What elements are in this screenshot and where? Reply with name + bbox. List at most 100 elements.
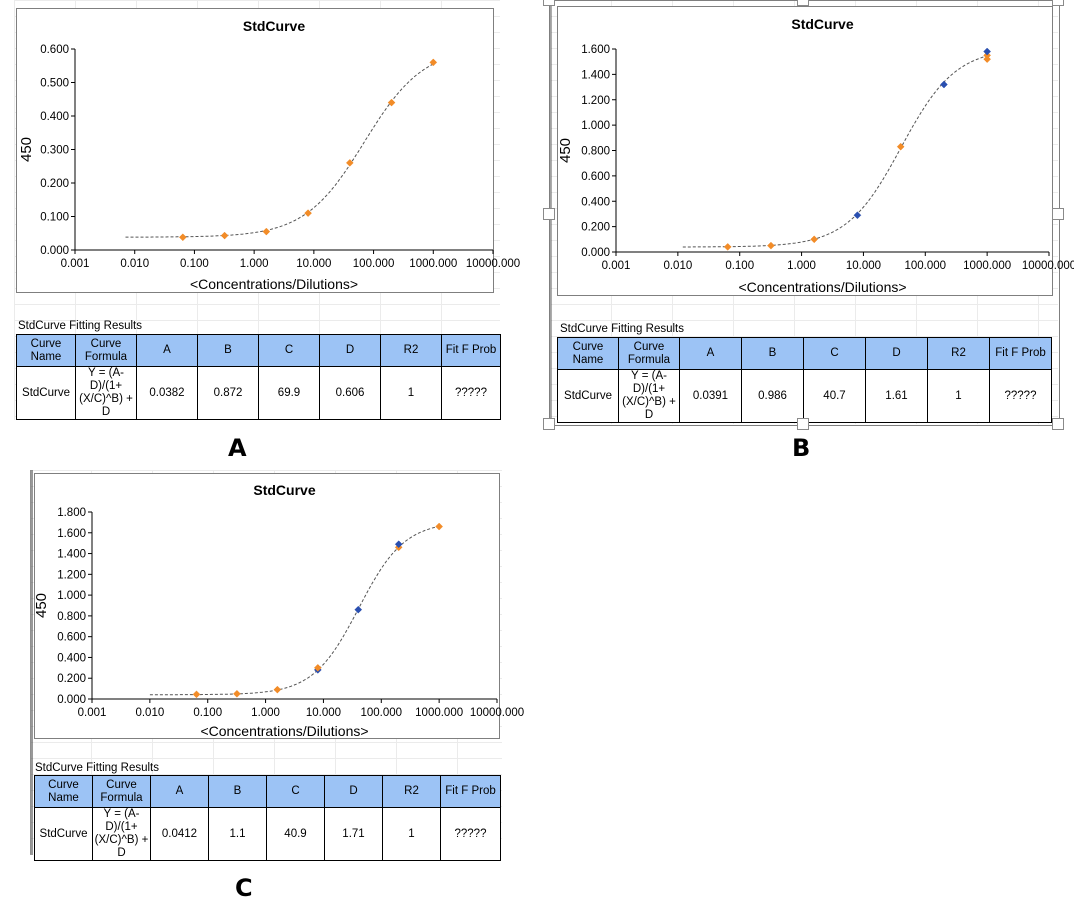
- resize-handle-bottom-right[interactable]: [1052, 418, 1064, 430]
- header-cell[interactable]: Fit F Prob: [989, 337, 1052, 370]
- value-cell[interactable]: Y = (A-D)/(1+(X/C)^B) + D: [75, 366, 137, 420]
- y-tick-label: 1.400: [581, 69, 610, 81]
- y-tick-label: 0.800: [57, 611, 86, 623]
- chart-area[interactable]: StdCurve 0.000 0.200 0.400 0.600 0.800 1.000 1.…: [557, 6, 1074, 296]
- x-tick-label: 10.000: [296, 258, 331, 270]
- data-point: [273, 685, 282, 694]
- header-cell[interactable]: B: [741, 337, 804, 370]
- header-cell[interactable]: B: [197, 334, 259, 367]
- header-cell[interactable]: C: [266, 775, 325, 808]
- y-tick-label: 0.400: [57, 652, 86, 664]
- panel-b: StdCurve 0.000 0.200 0.400 0.600 0.800 1.000 1.…: [540, 0, 1074, 462]
- y-tick-label: 1.600: [581, 44, 610, 56]
- data-point: [940, 80, 948, 89]
- chart-area[interactable]: StdCurve 0.000 0.200 0.400 0.600 0.800 1.000 1.…: [33, 473, 524, 739]
- value-cell[interactable]: StdCurve: [557, 369, 619, 423]
- results-table: Curve Name Curve Formula A B C D R2 Fit F Prob …: [34, 775, 501, 861]
- value-cell[interactable]: 0.0382: [136, 366, 198, 420]
- value-cell[interactable]: 1: [380, 366, 442, 420]
- resize-handle-top-right[interactable]: [1052, 0, 1064, 6]
- y-tick-label: 0.000: [40, 245, 69, 257]
- panel-letter: B: [792, 434, 811, 462]
- header-cell[interactable]: Curve Name: [16, 334, 76, 367]
- header-cell[interactable]: Fit F Prob: [441, 334, 501, 367]
- value-cell[interactable]: 0.0412: [150, 807, 209, 861]
- value-cell[interactable]: 1.61: [865, 369, 928, 423]
- resize-handle-mid-left[interactable]: [543, 208, 555, 220]
- header-cell[interactable]: C: [258, 334, 320, 367]
- x-tick-label: 0.001: [78, 707, 107, 719]
- header-cell[interactable]: Fit F Prob: [440, 775, 501, 808]
- fit-curve: [125, 63, 434, 238]
- value-cell[interactable]: Y = (A-D)/(1+(X/C)^B) + D: [92, 807, 151, 861]
- header-cell[interactable]: R2: [382, 775, 441, 808]
- y-tick-label: 0.200: [581, 222, 610, 234]
- value-cell[interactable]: ?????: [441, 366, 501, 420]
- header-cell[interactable]: A: [679, 337, 742, 370]
- chart-area[interactable]: StdCurve 0.000 0.100 0.200 0.300 0.400 0.500 0.…: [16, 8, 520, 293]
- header-cell[interactable]: B: [208, 775, 267, 808]
- value-cell[interactable]: 0.872: [197, 366, 259, 420]
- data-point: [192, 690, 201, 699]
- data-point: [179, 233, 187, 242]
- header-cell[interactable]: Curve Formula: [92, 775, 151, 808]
- value-cell[interactable]: ?????: [440, 807, 501, 861]
- panel-a: StdCurve 0.000 0.100 0.200 0.300 0.400 0.500 0.…: [14, 0, 520, 462]
- y-tick-label: 1.000: [581, 120, 610, 132]
- x-tick-label: 1.000: [251, 707, 280, 719]
- value-cell[interactable]: 1: [927, 369, 990, 423]
- header-cell[interactable]: A: [136, 334, 198, 367]
- data-point: [262, 227, 271, 236]
- header-cell[interactable]: Curve Formula: [75, 334, 137, 367]
- header-cell[interactable]: R2: [927, 337, 990, 370]
- x-axis-label: <Concentrations/Dilutions>: [200, 723, 368, 739]
- value-cell[interactable]: 40.7: [803, 369, 866, 423]
- results-table: Curve Name Curve Formula A B C D R2 Fit F Prob …: [16, 334, 501, 420]
- resize-handle-mid-right[interactable]: [1052, 208, 1064, 220]
- resize-handle-top-left[interactable]: [543, 0, 555, 6]
- value-cell[interactable]: 0.606: [319, 366, 381, 420]
- value-cell[interactable]: 1: [382, 807, 441, 861]
- resize-handle-top-mid[interactable]: [797, 0, 809, 6]
- y-axis-label: 450: [18, 137, 35, 162]
- value-cell[interactable]: ?????: [989, 369, 1052, 423]
- value-cell[interactable]: 1.1: [208, 807, 267, 861]
- panel-letter: C: [235, 874, 253, 902]
- y-tick-label: 1.800: [57, 507, 86, 519]
- y-axis-label: 450: [33, 593, 50, 618]
- value-cell[interactable]: 1.71: [324, 807, 383, 861]
- y-tick-label: 1.400: [57, 549, 86, 561]
- header-cell[interactable]: D: [865, 337, 928, 370]
- value-cell[interactable]: 69.9: [258, 366, 320, 420]
- header-cell[interactable]: Curve Name: [34, 775, 93, 808]
- header-cell[interactable]: D: [324, 775, 383, 808]
- y-tick-label: 0.300: [40, 145, 69, 157]
- value-cell[interactable]: StdCurve: [34, 807, 93, 861]
- header-cell[interactable]: A: [150, 775, 209, 808]
- header-cell[interactable]: Curve Name: [557, 337, 619, 370]
- resize-handle-bottom-left[interactable]: [543, 418, 555, 430]
- y-tick-label: 0.600: [40, 44, 69, 56]
- panel-letter: A: [228, 434, 247, 462]
- value-cell[interactable]: 40.9: [266, 807, 325, 861]
- data-point: [435, 522, 443, 531]
- data-point: [896, 142, 905, 151]
- value-cell[interactable]: Y = (A-D)/(1+(X/C)^B) + D: [618, 369, 680, 423]
- header-cell[interactable]: R2: [380, 334, 442, 367]
- resize-handle-bottom-mid[interactable]: [797, 418, 809, 430]
- value-cell[interactable]: StdCurve: [16, 366, 76, 420]
- data-point: [810, 235, 819, 244]
- value-cell[interactable]: 0.0391: [679, 369, 742, 423]
- results-title: StdCurve Fitting Results: [18, 320, 142, 332]
- header-cell[interactable]: Curve Formula: [618, 337, 680, 370]
- data-point: [304, 209, 312, 218]
- header-cell[interactable]: C: [803, 337, 866, 370]
- y-axis-label: 450: [557, 138, 574, 163]
- value-cell[interactable]: 0.986: [741, 369, 804, 423]
- x-tick-label: 1000.000: [963, 260, 1011, 272]
- x-tick-label: 100.000: [904, 260, 946, 272]
- y-tick-label: 0.100: [40, 212, 69, 224]
- data-point: [354, 605, 363, 614]
- data-point: [767, 241, 775, 250]
- header-cell[interactable]: D: [319, 334, 381, 367]
